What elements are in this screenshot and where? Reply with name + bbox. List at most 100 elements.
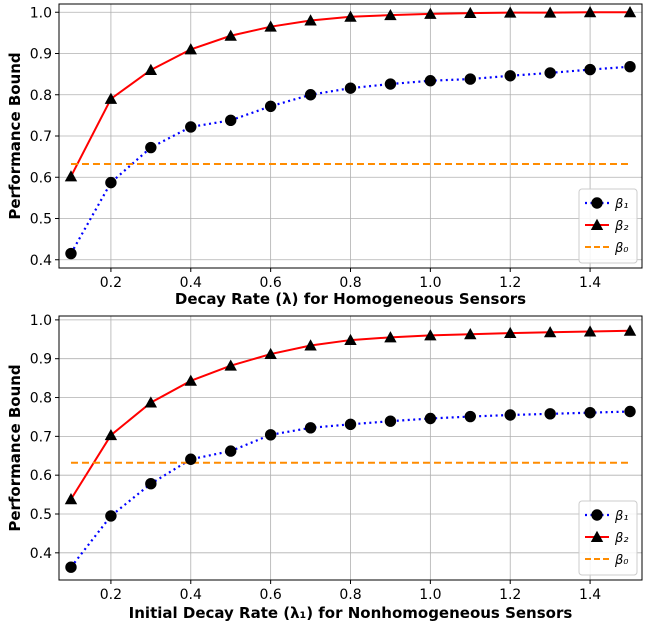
data-point-series-2	[264, 347, 277, 360]
data-point-series-1	[304, 89, 317, 101]
legend-marker-2	[590, 218, 604, 230]
legend-label-1: β₁	[614, 197, 629, 212]
data-point-series-2	[264, 20, 277, 32]
y-tick-label: 0.8	[30, 88, 52, 104]
x-tick-label: 0.2	[100, 587, 122, 603]
data-point-series-1	[225, 114, 237, 127]
data-point-series-1	[185, 453, 197, 465]
data-point-series-1	[105, 176, 117, 189]
data-point-series-2	[304, 339, 317, 351]
x-tick-label: 1.0	[419, 275, 441, 291]
data-point-series-1	[544, 408, 556, 420]
data-point-series-1	[384, 78, 397, 90]
data-point-series-1	[225, 445, 237, 457]
data-point-series-2	[424, 7, 437, 19]
x-tick-label: 1.0	[419, 587, 441, 603]
data-point-series-2	[104, 428, 118, 441]
y-tick-label: 0.8	[30, 391, 52, 407]
x-tick-label: 0.2	[100, 275, 122, 291]
data-point-series-1	[464, 410, 476, 423]
x-tick-label: 0.6	[260, 275, 282, 291]
data-point-series-1	[344, 82, 357, 94]
data-point-series-2	[424, 329, 437, 341]
data-point-series-2	[384, 331, 397, 343]
chart-panel-1: 0.2 0.4 0.6 0.8 1.0 1.2 1.4 0.4 0.5 0.6 0.7 0.8 0.9 1…	[6, 3, 643, 308]
data-point-series-1	[584, 406, 596, 419]
x-tick-label: 0.6	[260, 587, 282, 603]
data-point-series-1	[624, 405, 636, 418]
x-tick-label: 1.4	[579, 275, 601, 291]
x-tick-label: 1.4	[579, 587, 601, 603]
data-point-series-1	[504, 409, 516, 421]
data-point-series-2	[384, 8, 397, 21]
x-tick-label: 0.4	[180, 587, 202, 603]
data-point-series-1	[584, 63, 596, 76]
y-tick-label: 1.0	[30, 5, 52, 21]
legend-label-1: β₁	[614, 509, 629, 524]
data-point-series-2	[304, 14, 317, 26]
data-point-series-2	[344, 333, 357, 346]
data-point-series-2	[543, 6, 557, 18]
data-point-series-2	[144, 63, 158, 75]
data-point-series-1	[504, 70, 516, 82]
data-point-series-2	[623, 324, 637, 336]
data-point-series-1	[185, 121, 197, 133]
legend-marker-1	[591, 197, 603, 209]
y-tick-label: 0.9	[30, 47, 52, 63]
x-tick-label: 1.2	[499, 587, 521, 603]
y-tick-label: 0.7	[30, 429, 52, 445]
y-tick-label: 0.6	[30, 170, 52, 186]
data-point-series-2	[543, 326, 557, 338]
data-point-series-2	[464, 328, 477, 340]
x-axis-label: Initial Decay Rate (λ₁) for Nonhomogeneo…	[129, 604, 573, 622]
y-tick-label: 0.5	[30, 212, 52, 228]
data-point-series-2	[583, 6, 597, 18]
series-line-1	[70, 65, 631, 255]
data-point-series-2	[623, 6, 637, 18]
x-tick-label: 0.4	[180, 275, 202, 291]
data-point-series-2	[184, 374, 197, 386]
x-tick-label: 0.8	[339, 587, 361, 603]
data-point-series-2	[104, 92, 118, 104]
data-point-series-2	[344, 10, 357, 22]
data-point-series-1	[145, 478, 157, 490]
legend-label-3: β₀	[614, 553, 629, 568]
y-tick-label: 0.6	[30, 468, 52, 484]
y-tick-label: 0.4	[30, 546, 52, 562]
data-point-series-2	[224, 359, 237, 371]
data-point-series-2	[64, 493, 78, 505]
data-point-series-1	[424, 75, 437, 87]
data-point-series-2	[144, 396, 158, 408]
legend-marker-1	[591, 509, 603, 521]
data-point-series-1	[105, 510, 117, 522]
data-point-series-2	[224, 29, 237, 41]
x-tick-label: 1.2	[499, 275, 521, 291]
data-point-series-2	[504, 6, 517, 18]
data-point-series-2	[64, 170, 78, 182]
chart-panel-2: 0.2 0.4 0.6 0.8 1.0 1.2 1.4 0.4 0.5 0.6 0.7 0.8 0.9 1…	[6, 313, 643, 622]
data-point-series-2	[464, 6, 477, 19]
data-point-series-1	[264, 429, 277, 441]
data-point-series-1	[344, 418, 357, 431]
y-tick-label: 0.5	[30, 507, 52, 523]
legend-marker-2	[590, 530, 604, 542]
data-point-series-1	[464, 73, 476, 85]
data-point-series-2	[583, 325, 597, 337]
y-tick-label: 0.7	[30, 129, 52, 145]
legend: β₁ β₂ β₀	[578, 500, 638, 576]
legend-label-2: β₂	[614, 531, 629, 546]
legend-label-3: β₀	[614, 241, 629, 256]
y-tick-label: 0.9	[30, 352, 52, 368]
data-point-series-1	[384, 415, 397, 427]
data-point-series-1	[65, 561, 77, 573]
data-point-series-1	[145, 141, 157, 154]
y-axis-label: Performance Bound	[6, 364, 24, 531]
data-point-series-2	[184, 43, 197, 55]
x-tick-label: 0.8	[339, 275, 361, 291]
data-point-series-1	[264, 100, 277, 113]
data-point-series-1	[65, 247, 77, 260]
x-axis-label: Decay Rate (λ) for Homogeneous Sensors	[175, 290, 526, 308]
legend-label-2: β₂	[614, 219, 629, 234]
y-tick-label: 0.4	[30, 253, 52, 269]
